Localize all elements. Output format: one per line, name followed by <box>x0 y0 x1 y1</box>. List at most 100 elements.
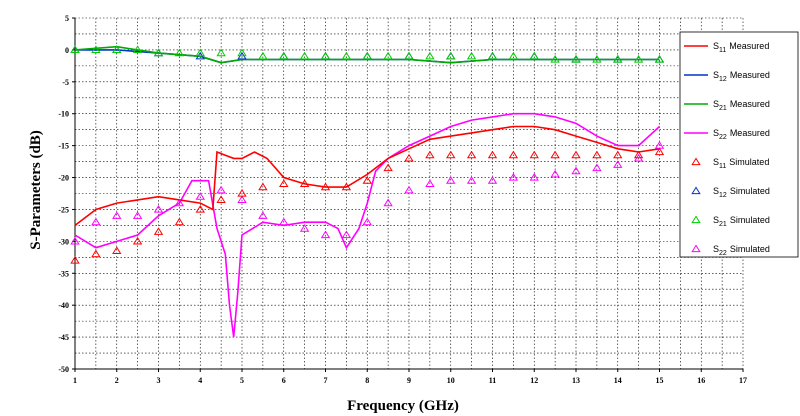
data-point-triangle <box>466 176 477 184</box>
data-point-triangle <box>425 51 435 60</box>
data-point-triangle <box>633 54 644 63</box>
data-point-triangle <box>445 51 456 60</box>
data-point-triangle <box>320 51 331 60</box>
data-point-triangle <box>571 150 581 159</box>
legend-triangle-swatch <box>691 186 701 195</box>
data-point-triangle <box>91 249 101 258</box>
data-point-triangle <box>91 217 101 226</box>
x-tick-label: 5 <box>240 376 244 385</box>
legend-label: S21 Simulated <box>713 215 770 228</box>
x-tick-label: 13 <box>572 376 580 385</box>
data-point-triangle <box>112 246 122 254</box>
legend: S11 Measured S12 Measured S21 Measured S22 Meas… <box>679 31 799 258</box>
x-tick-label: 3 <box>157 376 161 385</box>
data-point-triangle <box>466 150 477 159</box>
series-line <box>74 45 660 64</box>
legend-item: S11 Simulated <box>691 157 769 170</box>
data-point-triangle <box>425 179 435 187</box>
data-point-triangle <box>216 185 226 194</box>
data-point-triangle <box>550 169 560 178</box>
data-point-triangle <box>362 217 372 226</box>
x-tick-label: 14 <box>614 376 622 385</box>
data-point-triangle <box>132 211 143 219</box>
data-point-triangle <box>174 217 185 226</box>
data-point-triangle <box>362 51 372 60</box>
data-point-triangle <box>487 176 498 184</box>
axes <box>72 17 744 372</box>
data-point-triangle <box>404 185 414 194</box>
series-line <box>74 112 661 338</box>
x-tick-label: 2 <box>115 376 119 385</box>
data-point-triangle <box>487 51 498 60</box>
legend-item: S12 Measured <box>684 70 770 83</box>
data-point-triangle <box>174 198 185 207</box>
data-point-triangle <box>654 54 665 63</box>
legend-item: S11 Measured <box>684 41 769 54</box>
series-22-measured <box>74 112 661 338</box>
y-tick-label: -10 <box>58 110 69 119</box>
data-point-triangle <box>571 166 581 175</box>
data-point-triangle <box>362 176 372 184</box>
x-tick-label: 9 <box>407 376 411 385</box>
data-point-triangle <box>132 236 143 245</box>
data-point-triangle <box>70 236 80 245</box>
data-point-triangle <box>425 150 435 159</box>
data-point-triangle <box>592 150 602 159</box>
data-point-triangle <box>445 150 456 159</box>
legend-item: S21 Simulated <box>691 215 770 228</box>
legend-item: S21 Measured <box>684 99 770 112</box>
data-point-triangle <box>466 51 477 60</box>
x-tick-label: 16 <box>697 376 705 385</box>
series-21-simulated <box>70 45 665 63</box>
data-point-triangle <box>383 51 393 60</box>
data-point-triangle <box>278 179 289 187</box>
data-point-triangle <box>299 224 310 232</box>
y-tick-label: -30 <box>58 237 69 246</box>
data-point-triangle <box>654 147 665 156</box>
data-point-triangle <box>278 217 289 226</box>
data-point-triangle <box>91 45 101 53</box>
grid-lines <box>74 17 744 370</box>
data-point-triangle <box>508 150 519 159</box>
data-point-triangle <box>112 45 122 53</box>
y-tick-label: -25 <box>58 205 69 214</box>
y-tick-label: -15 <box>58 142 69 151</box>
data-point-triangle <box>487 150 498 159</box>
data-point-triangle <box>592 163 602 172</box>
data-point-triangle <box>383 163 393 172</box>
data-point-triangle <box>299 179 310 187</box>
legend-label: S22 Measured <box>713 128 770 141</box>
x-tick-label: 17 <box>739 376 747 385</box>
data-point-triangle <box>508 51 519 60</box>
data-point-triangle <box>216 195 226 203</box>
y-tick-label: -45 <box>58 333 69 342</box>
series-21-measured <box>74 45 660 64</box>
data-point-triangle <box>299 51 310 60</box>
legend-label: S11 Simulated <box>713 157 769 170</box>
data-point-triangle <box>195 48 205 57</box>
data-point-triangle <box>529 172 539 181</box>
data-point-triangle <box>320 230 331 239</box>
data-point-triangle <box>341 230 352 239</box>
x-tick-label: 15 <box>656 376 664 385</box>
legend-item: S12 Simulated <box>691 186 770 199</box>
data-point-triangle <box>341 182 352 191</box>
data-point-triangle <box>529 150 539 159</box>
legend-label: S12 Measured <box>713 70 770 83</box>
data-point-triangle <box>153 48 164 57</box>
x-tick-label: 8 <box>365 376 369 385</box>
legend-label: S21 Measured <box>713 99 770 112</box>
x-tick-label: 1 <box>73 376 77 385</box>
series-11-measured <box>74 125 660 227</box>
legend-triangle-swatch <box>691 215 701 224</box>
y-tick-label: -40 <box>58 301 69 310</box>
x-tick-label: 12 <box>530 376 538 385</box>
data-point-triangle <box>592 54 602 63</box>
x-tick-label: 4 <box>198 376 202 385</box>
data-point-triangle <box>383 198 393 207</box>
data-point-triangle <box>550 54 560 63</box>
data-point-triangle <box>237 195 247 203</box>
series-line <box>74 125 660 227</box>
data-point-triangle <box>341 51 352 60</box>
